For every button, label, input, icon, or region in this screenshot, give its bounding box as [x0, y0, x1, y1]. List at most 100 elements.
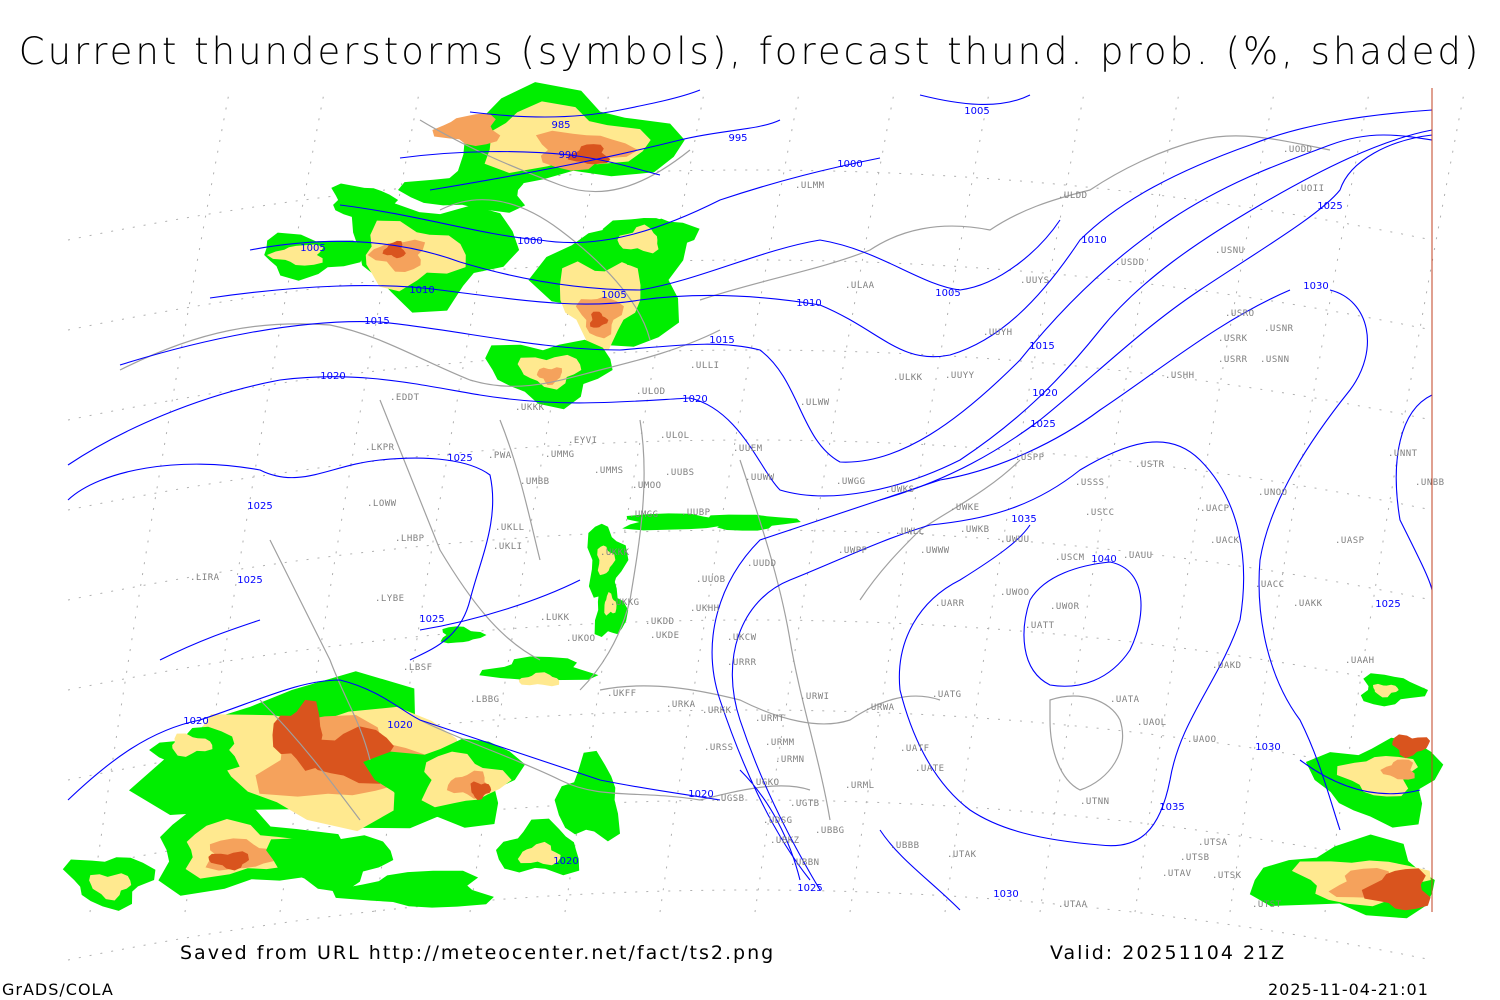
station-label: .PWA: [488, 451, 512, 461]
probability-area-level-4: [1392, 734, 1431, 759]
probability-area-level-1: [440, 626, 487, 644]
isobar-1020: [67, 129, 1433, 497]
station-label: .LBSF: [403, 663, 433, 673]
isobar-label: 1015: [364, 316, 389, 327]
isobars: [67, 89, 1433, 911]
coastline: [859, 459, 1124, 791]
station-labels: .EDDT .UKKK .EYVI .ULOL .ULOD .UMMG .PWA .LKPR.…: [190, 145, 1444, 910]
isobar-995: [429, 119, 781, 191]
station-label: .USSS: [1075, 478, 1105, 488]
station-label: .UUBP: [681, 508, 711, 518]
station-label: .USPP: [1015, 453, 1045, 463]
lat-lon-grid: [67, 87, 1466, 961]
probability-area-level-4: [208, 851, 249, 871]
meridian-line: [659, 87, 801, 913]
isobar-label: 1000: [517, 236, 542, 247]
probability-area-level-4: [272, 699, 323, 771]
station-label: .UKHH: [690, 604, 720, 614]
station-label: .UASP: [1335, 536, 1365, 546]
parallel-line: [67, 889, 1433, 961]
isobar-1015: [119, 134, 1433, 463]
probability-area-level-1: [332, 870, 494, 908]
generation-timestamp: 2025-11-04-21:01: [1268, 980, 1429, 999]
station-label: .USCC: [1085, 508, 1115, 518]
station-label: .URMM: [765, 738, 795, 748]
software-credit: GrADS/COLA: [2, 980, 114, 999]
station-label: .UAUU: [1123, 551, 1153, 561]
station-label: .UMMS: [594, 466, 624, 476]
station-label: .USTR: [1135, 460, 1165, 470]
probability-area-level-2: [172, 733, 213, 757]
isobar-985: [469, 89, 701, 118]
probability-area-level-3: [1380, 759, 1415, 780]
isobar-label: 1020: [1032, 388, 1057, 399]
station-label: .ULOL: [660, 431, 690, 441]
isobar-label: 995: [728, 133, 747, 144]
station-label: .USNR: [1264, 324, 1294, 334]
probability-area-level-4: [382, 240, 406, 259]
station-label: .UUYS: [1020, 276, 1050, 286]
isobar-1010: [209, 109, 1433, 358]
station-label: .LOWW: [367, 499, 397, 509]
isobar-label: 1005: [935, 288, 960, 299]
probability-area-level-1: [622, 513, 760, 531]
isobar-label: 1020: [553, 856, 578, 867]
station-label: .UKKK: [600, 548, 630, 558]
station-label: .UWKE: [950, 503, 980, 513]
isobar-1025-west: [67, 457, 494, 661]
station-label: .UAAH: [1345, 656, 1375, 666]
isobar-label: 1005: [300, 243, 325, 254]
station-label: .UWOO: [1000, 588, 1030, 598]
isobar-1025-north: [879, 134, 1433, 501]
station-label: .UACC: [1255, 580, 1285, 590]
station-label: .LKPR: [365, 443, 395, 453]
isobar-label: 990: [558, 150, 577, 161]
station-label: .UACP: [1200, 504, 1230, 514]
station-label: .UWKS: [885, 485, 915, 495]
isobar-1025-south: [419, 579, 1421, 881]
isobar-label: 1020: [688, 789, 713, 800]
station-label: .UGSB: [715, 794, 745, 804]
station-label: .UKLI: [493, 542, 523, 552]
isobar-label: 1020: [682, 394, 707, 405]
station-label: .URSS: [704, 743, 734, 753]
parallel-line: [67, 619, 1433, 691]
border: [379, 399, 831, 821]
station-label: .UTSB: [1180, 853, 1210, 863]
isobar-label: 1040: [1091, 554, 1116, 565]
isobar-label: 1020: [183, 716, 208, 727]
saved-from-url: Saved from URL http://meteocenter.net/fa…: [180, 942, 776, 964]
station-label: .EYVI: [568, 436, 598, 446]
meridian-line: [849, 87, 991, 913]
station-label: .UKKG: [610, 598, 640, 608]
station-label: .URRR: [727, 658, 757, 668]
station-label: .UKLL: [495, 523, 525, 533]
station-label: .USCM: [1055, 553, 1085, 563]
meridian-line: [1134, 87, 1276, 913]
probability-area-level-4: [590, 311, 609, 328]
isobar-label: 1025: [247, 501, 272, 512]
station-label: .UTST: [1252, 900, 1282, 910]
parallel-line: [67, 799, 1433, 871]
station-label: .UTAK: [947, 850, 977, 860]
isobar-label: 1025: [1317, 201, 1342, 212]
meridian-line: [564, 87, 706, 913]
station-label: .UKDD: [645, 617, 675, 627]
station-label: .UACK: [1210, 536, 1240, 546]
station-label: .UOII: [1295, 184, 1325, 194]
station-label: .UWOR: [1050, 602, 1080, 612]
station-label: .UKCW: [727, 633, 757, 643]
station-label: .UWUU: [1000, 535, 1030, 545]
station-label: .UKFF: [607, 689, 637, 699]
probability-area-level-4: [567, 144, 611, 165]
isobar-990: [399, 151, 661, 176]
station-label: .UATF: [900, 744, 930, 754]
probability-area-level-2: [597, 545, 616, 576]
probability-area-level-4: [470, 781, 492, 801]
station-label: .ULAA: [845, 281, 875, 291]
probability-area-level-4: [1361, 868, 1431, 911]
station-label: .UMBB: [520, 477, 550, 487]
station-label: .URMN: [775, 755, 805, 765]
station-label: .ULMM: [795, 181, 825, 191]
